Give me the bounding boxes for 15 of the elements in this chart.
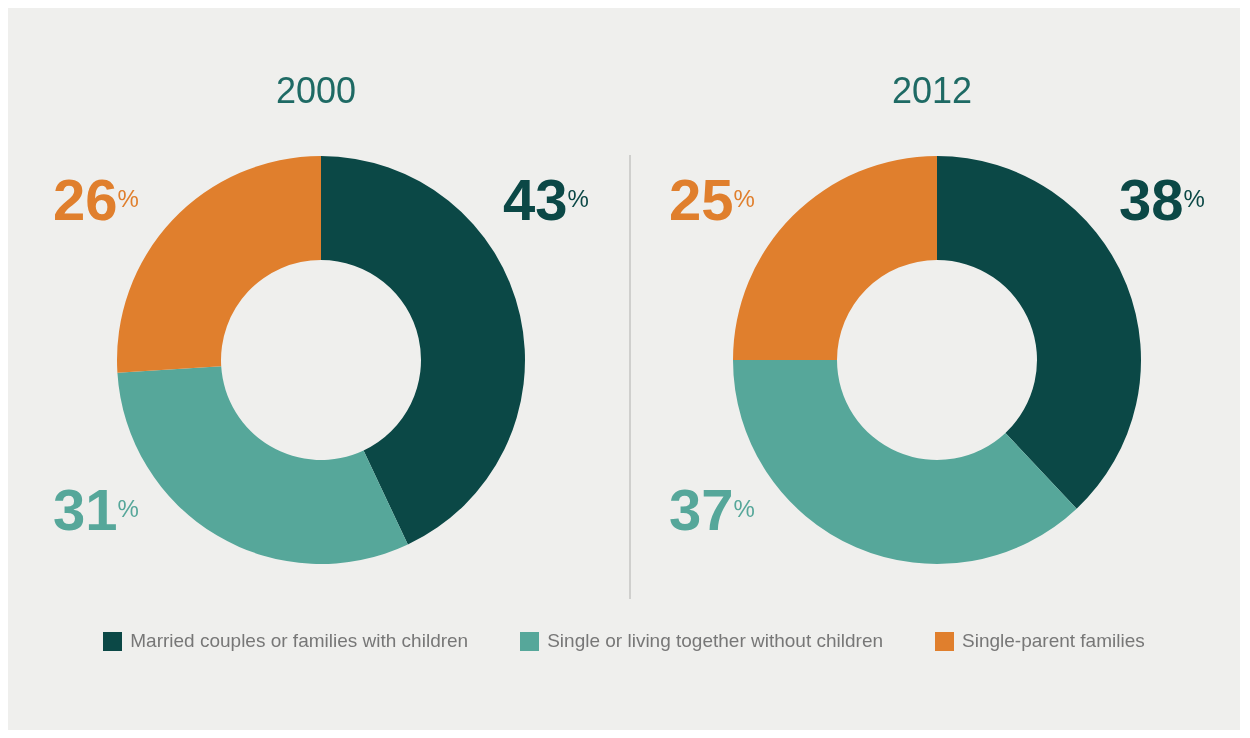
- legend-label: Married couples or families with children: [130, 630, 469, 652]
- donut-slice: [733, 156, 937, 360]
- legend-label: Single or living together without children: [547, 630, 884, 652]
- data-label: 37$^{%}$: [669, 477, 755, 542]
- data-label: 25$^{%}$: [669, 167, 755, 232]
- chart-title: 2012: [891, 70, 973, 113]
- data-label: 31$^{%}$: [53, 477, 139, 542]
- donut-slice: [117, 366, 408, 564]
- legend-label: Single-parent families: [962, 630, 1145, 652]
- data-label: 38$^{%}$: [1119, 167, 1205, 232]
- donut-slice: [117, 156, 321, 373]
- data-label: 43$^{%}$: [503, 167, 589, 232]
- data-label: 26$^{%}$: [53, 167, 139, 232]
- chart-title: 2000: [275, 70, 357, 113]
- donut-slice: [733, 360, 1077, 564]
